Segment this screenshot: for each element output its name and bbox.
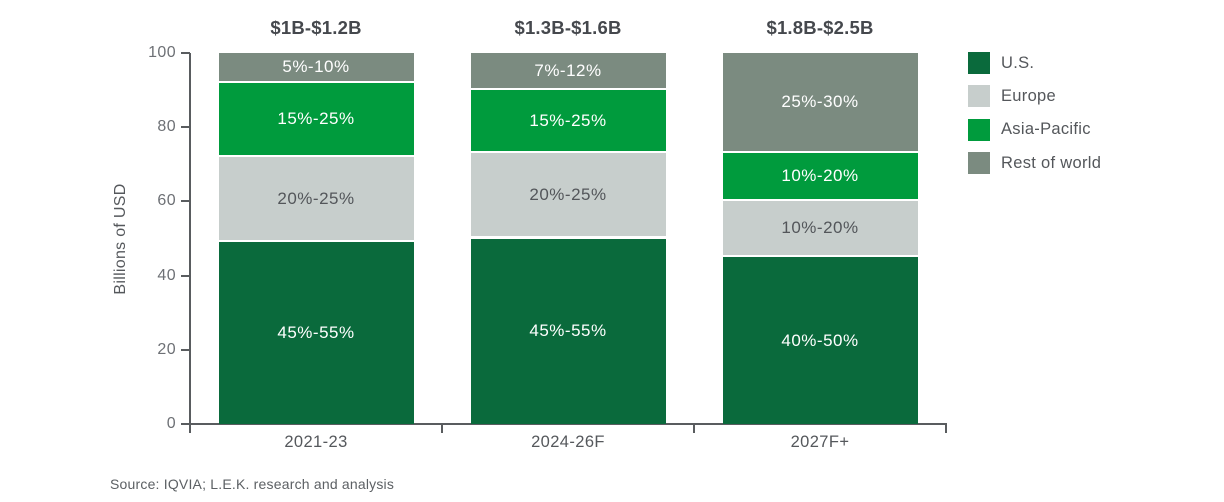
bar-segment-rest-of-world: 7%-12% xyxy=(470,53,666,91)
bar-value-header: $1B-$1.2B xyxy=(270,17,362,38)
segment-label: 25%-30% xyxy=(781,92,859,112)
bar-segment-asia-pacific: 10%-20% xyxy=(722,153,918,202)
bar-segment-asia-pacific: 15%-25% xyxy=(470,90,666,154)
x-axis-line xyxy=(189,423,947,425)
segment-label: 10%-20% xyxy=(781,218,859,238)
segment-label: 20%-25% xyxy=(277,188,355,208)
bar-segment-u-s: 45%-55% xyxy=(470,238,666,424)
bar-value-header: $1.8B-$2.5B xyxy=(766,17,874,38)
y-axis-tick xyxy=(181,348,190,351)
legend-item-rest-of-world: Rest of world xyxy=(968,152,1102,175)
bar-segment-u-s: 40%-50% xyxy=(722,257,918,424)
legend-label: Asia-Pacific xyxy=(1001,120,1091,139)
bar-segment-u-s: 45%-55% xyxy=(218,242,414,424)
y-axis-tick xyxy=(181,274,190,277)
legend-label: U.S. xyxy=(1001,53,1035,72)
legend-item-europe: Europe xyxy=(968,85,1057,108)
segment-label: 15%-25% xyxy=(529,110,607,130)
source-note: Source: IQVIA; L.E.K. research and analy… xyxy=(110,476,395,492)
y-axis-tick-label: 80 xyxy=(157,118,176,136)
bar-segment-europe: 20%-25% xyxy=(218,156,414,243)
bar-segment-rest-of-world: 5%-10% xyxy=(218,53,414,83)
y-axis-tick xyxy=(181,423,190,425)
segment-label: 5%-10% xyxy=(282,56,350,76)
segment-label: 7%-12% xyxy=(534,60,602,80)
y-axis-tick-label: 0 xyxy=(166,415,176,432)
x-category-label: 2024-26F xyxy=(531,433,605,451)
legend-item-u-s: U.S. xyxy=(968,52,1034,74)
segment-label: 45%-55% xyxy=(529,321,607,341)
legend-swatch-europe xyxy=(968,85,990,108)
x-axis-tick xyxy=(945,424,947,433)
y-axis-tick xyxy=(181,52,190,54)
legend-swatch-rest-of-world xyxy=(968,152,990,175)
y-axis-tick-label: 100 xyxy=(148,44,176,61)
y-axis-tick xyxy=(181,126,190,129)
segment-label: 40%-50% xyxy=(781,330,859,350)
segment-label: 10%-20% xyxy=(781,166,859,186)
segment-label: 20%-25% xyxy=(529,184,607,204)
bar-segment-europe: 20%-25% xyxy=(470,153,666,239)
legend-label: Rest of world xyxy=(1001,153,1102,172)
y-axis-title: Billions of USD xyxy=(112,183,129,295)
bar-segment-rest-of-world: 25%-30% xyxy=(722,53,918,154)
x-category-label: 2021-23 xyxy=(284,433,348,451)
x-axis-tick xyxy=(441,424,443,433)
legend-item-asia-pacific: Asia-Pacific xyxy=(968,118,1091,141)
segment-label: 15%-25% xyxy=(277,108,355,128)
x-axis-tick xyxy=(693,424,695,433)
legend-swatch-u-s xyxy=(968,52,990,74)
bar-segment-asia-pacific: 15%-25% xyxy=(218,82,414,157)
y-axis-tick-label: 20 xyxy=(157,340,176,358)
y-axis-line xyxy=(189,53,191,433)
x-category-label: 2027F+ xyxy=(790,433,850,451)
legend-label: Europe xyxy=(1001,86,1057,105)
bar-segment-europe: 10%-20% xyxy=(722,201,918,258)
y-axis-tick-label: 60 xyxy=(157,192,176,210)
y-axis-tick xyxy=(181,200,190,203)
legend-swatch-asia-pacific xyxy=(968,118,990,141)
segment-label: 45%-55% xyxy=(277,323,355,343)
bar-value-header: $1.3B-$1.6B xyxy=(514,17,622,38)
y-axis-tick-label: 40 xyxy=(157,266,176,284)
